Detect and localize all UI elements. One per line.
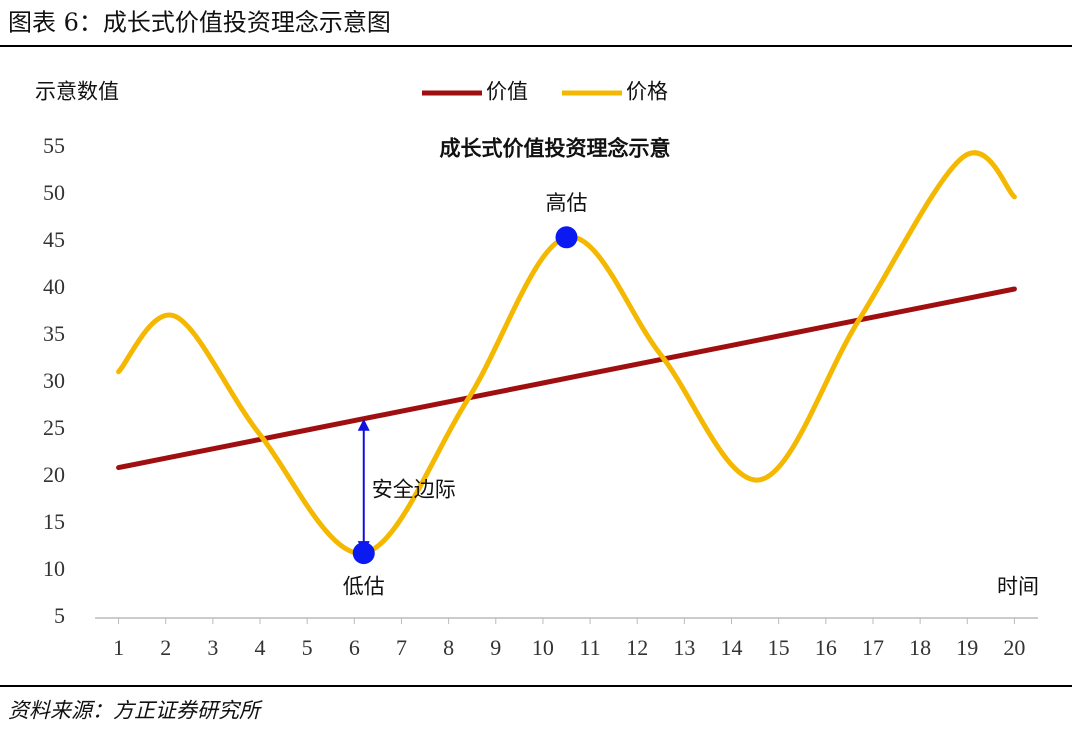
x-tick-label: 5 xyxy=(302,635,313,660)
x-tick-label: 18 xyxy=(909,635,931,660)
x-tick-label: 10 xyxy=(532,635,554,660)
x-tick-label: 11 xyxy=(579,635,600,660)
x-tick-label: 13 xyxy=(673,635,695,660)
y-tick-label: 30 xyxy=(43,368,65,393)
arrow-label: 安全边际 xyxy=(372,477,456,501)
point-marker xyxy=(555,226,578,249)
x-tick-label: 16 xyxy=(815,635,837,660)
x-tick-label: 12 xyxy=(626,635,648,660)
chart-title: 成长式价值投资理念示意 xyxy=(440,136,671,161)
y-tick-label: 55 xyxy=(43,133,65,158)
x-tick-label: 17 xyxy=(862,635,884,660)
y-tick-label: 15 xyxy=(43,509,65,534)
series-line xyxy=(116,286,1017,471)
x-tick-label: 2 xyxy=(160,635,171,660)
y-tick-label: 40 xyxy=(43,274,65,299)
x-tick-label: 19 xyxy=(956,635,978,660)
x-tick-label: 14 xyxy=(721,635,743,660)
figure-title: 图表 6：成长式价值投资理念示意图 xyxy=(8,9,391,37)
y-tick-label: 20 xyxy=(43,462,65,487)
x-tick-label: 15 xyxy=(768,635,790,660)
legend-label: 价格 xyxy=(626,80,668,104)
x-tick-label: 20 xyxy=(1003,635,1025,660)
x-tick-label: 8 xyxy=(443,635,454,660)
y-tick-label: 10 xyxy=(43,556,65,581)
point-marker xyxy=(352,542,375,565)
x-tick-label: 1 xyxy=(113,635,124,660)
x-tick-label: 7 xyxy=(396,635,407,660)
arrow-head xyxy=(357,418,370,431)
x-tick-label: 6 xyxy=(349,635,360,660)
y-tick-label: 50 xyxy=(43,180,65,205)
x-tick-label: 4 xyxy=(255,635,266,660)
y-tick-label: 5 xyxy=(54,603,65,628)
point-label: 低估 xyxy=(343,575,385,599)
x-tick-label: 9 xyxy=(490,635,501,660)
y-axis-label: 示意数值 xyxy=(35,80,119,104)
x-tick-label: 3 xyxy=(207,635,218,660)
x-axis-label: 时间 xyxy=(997,575,1039,599)
source: 资料来源：方正证券研究所 xyxy=(8,699,263,723)
legend-label: 价值 xyxy=(486,80,528,104)
y-tick-label: 45 xyxy=(43,227,65,252)
y-tick-label: 25 xyxy=(43,415,65,440)
point-label: 高估 xyxy=(546,191,588,215)
y-tick-label: 35 xyxy=(43,321,65,346)
